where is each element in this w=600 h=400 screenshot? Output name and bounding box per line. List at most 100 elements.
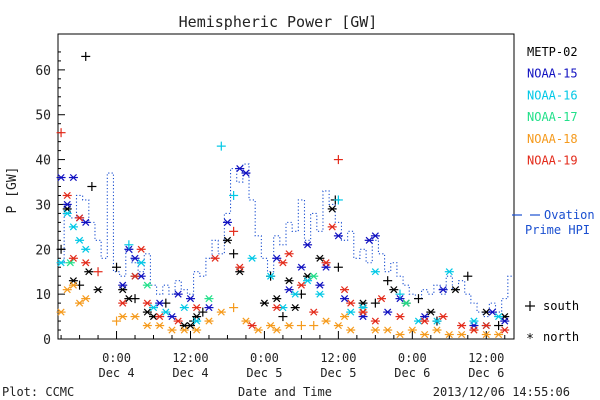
x-tick-date-label: Dec 5 (320, 366, 356, 380)
data-point (259, 299, 269, 307)
asterisk-marker-d2 (254, 326, 262, 334)
data-point (494, 312, 504, 321)
data-point (450, 286, 460, 294)
data-point (167, 312, 177, 321)
data-point (130, 312, 140, 321)
data-point (463, 271, 473, 281)
data-point (142, 299, 152, 307)
asterisk-marker-d2 (316, 281, 324, 289)
data-point (149, 304, 159, 312)
asterisk-marker-d2 (359, 308, 367, 316)
asterisk-marker-d2 (63, 200, 71, 209)
asterisk-marker-d2 (451, 286, 460, 294)
asterisk-marker-d2 (273, 304, 281, 312)
asterisk-marker-d2 (205, 317, 213, 325)
data-point (247, 254, 257, 262)
asterisk-marker-d2 (223, 236, 232, 244)
data-point (370, 326, 380, 334)
asterisk-marker-d2 (236, 263, 244, 271)
data-point (432, 326, 442, 334)
data-point (56, 244, 66, 254)
y-tick-label: 60 (35, 64, 51, 79)
asterisk-marker-d2 (297, 263, 305, 271)
asterisk-marker-d2 (223, 218, 232, 226)
asterisk-marker-d2 (408, 326, 416, 334)
asterisk-marker-d2 (458, 321, 466, 330)
data-point (333, 262, 343, 272)
y-tick-label: 0 (43, 333, 51, 348)
asterisk-marker-d2 (347, 299, 355, 307)
asterisk-marker-d2 (193, 304, 201, 312)
data-point (500, 326, 510, 334)
asterisk-marker-d2 (371, 268, 379, 276)
data-point (284, 250, 294, 258)
asterisk-marker-d2 (458, 330, 466, 339)
asterisk-marker-d2 (347, 308, 355, 316)
x-tick-time-label: 0:00 (250, 351, 279, 365)
data-point (340, 312, 350, 321)
data-point (222, 236, 232, 244)
asterisk-marker-d2 (371, 326, 379, 334)
data-point (142, 281, 152, 289)
data-point (112, 262, 122, 272)
legend-entry: NOAA-18 (527, 132, 578, 146)
asterisk-marker-d2 (285, 277, 293, 285)
x-tick-time-label: 0:00 (102, 351, 131, 365)
data-point (241, 169, 251, 177)
asterisk-marker-d2 (279, 304, 287, 312)
asterisk-marker-d2 (334, 232, 342, 240)
y-tick-label: 20 (35, 243, 51, 258)
data-point (118, 281, 128, 289)
north-marker-label: north (543, 330, 579, 344)
data-point (204, 304, 214, 312)
asterisk-marker-d2 (66, 259, 74, 267)
data-point (235, 268, 245, 276)
data-point (75, 236, 85, 244)
data-point (179, 304, 189, 312)
asterisk-marker-d2 (168, 326, 176, 334)
data-point (377, 295, 387, 303)
data-point (185, 295, 195, 303)
data-point (383, 308, 393, 316)
asterisk-marker-d2 (488, 308, 497, 316)
y-tick-label: 10 (35, 288, 51, 303)
asterisk-marker-d2 (82, 245, 90, 253)
data-point (296, 281, 306, 289)
data-point (155, 321, 165, 330)
data-point (56, 128, 66, 138)
data-point (340, 286, 350, 294)
asterisk-marker-d2 (137, 259, 145, 267)
asterisk-marker-d2 (439, 312, 447, 321)
data-point (93, 267, 103, 277)
asterisk-marker-d2 (470, 326, 478, 334)
data-point (438, 312, 448, 321)
data-point (81, 218, 91, 226)
asterisk-marker-d2 (248, 254, 256, 262)
data-point (346, 326, 356, 334)
data-point (198, 307, 208, 317)
asterisk-marker-d2 (291, 304, 299, 312)
asterisk-marker-d2 (205, 304, 213, 312)
data-point (118, 286, 128, 294)
data-point (383, 326, 393, 334)
asterisk-marker-d2 (57, 173, 65, 182)
north-marker-key: * north (526, 330, 579, 347)
data-point (235, 164, 245, 173)
ovation-layer (58, 163, 514, 318)
data-point (161, 308, 171, 316)
asterisk-marker-d2 (285, 286, 293, 294)
asterisk-marker-d2 (63, 209, 71, 217)
data-point (93, 286, 103, 294)
data-point (309, 272, 319, 280)
asterisk-marker-d2 (414, 317, 423, 325)
asterisk-marker-d2 (180, 326, 188, 334)
data-point (395, 289, 405, 299)
y-axis-label: P [GW] (5, 167, 20, 214)
data-point (68, 223, 78, 231)
data-point (118, 312, 128, 321)
asterisk-marker-d2 (495, 330, 503, 339)
data-point (469, 326, 479, 334)
data-point (173, 317, 183, 325)
data-point (444, 330, 454, 339)
y-tick-label: 50 (35, 109, 51, 124)
